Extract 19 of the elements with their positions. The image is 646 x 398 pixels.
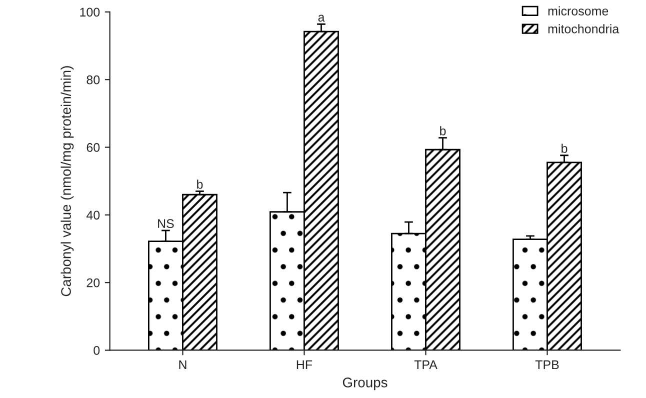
annotation: NS [158, 219, 174, 228]
annotation: b [197, 180, 203, 189]
y-tick-label: 20 [86, 278, 100, 288]
y-tick-label: 40 [86, 210, 100, 220]
x-tick-label: TPB [535, 360, 559, 370]
y-tick-label: 100 [80, 8, 100, 17]
annotation: a [318, 14, 325, 22]
y-tick-label: 80 [86, 75, 100, 84]
x-tick-label: HF [296, 360, 312, 370]
legend-label: mitochondria [548, 24, 620, 34]
x-axis-title: Groups [342, 378, 388, 390]
legend-label: microsome [548, 6, 608, 16]
annotation: b [562, 144, 568, 153]
x-tick-label: N [179, 360, 186, 370]
x-tick-label: TPA [414, 360, 438, 370]
annotation: b [440, 126, 446, 136]
y-axis-title: Carbonyl value (nmol/mg protein/min) [60, 66, 74, 296]
y-tick-label: 60 [86, 143, 100, 152]
y-tick-label: 0 [94, 346, 100, 355]
